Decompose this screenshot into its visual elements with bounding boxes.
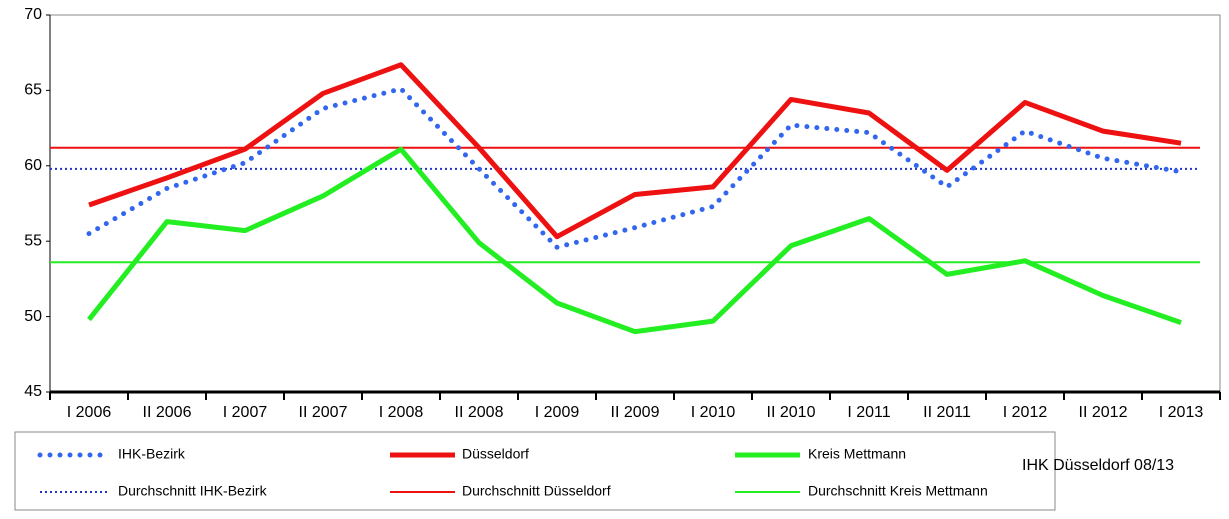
x-tick-label: I 2012 (1003, 404, 1048, 421)
legend-label: IHK-Bezirk (118, 446, 186, 462)
x-tick-label: I 2013 (1159, 404, 1204, 421)
x-tick-label: II 2010 (767, 404, 816, 421)
x-tick-label: II 2009 (611, 404, 660, 421)
series-line (88, 62, 1182, 240)
y-tick-label: 45 (24, 383, 42, 400)
x-tick-label: II 2012 (1079, 404, 1128, 421)
x-tick-label: I 2007 (223, 404, 268, 421)
y-tick-label: 60 (24, 157, 42, 174)
legend-label: Durchschnitt Düsseldorf (462, 483, 611, 499)
x-tick-label: II 2011 (923, 404, 971, 421)
x-tick-label: I 2011 (847, 404, 890, 421)
x-tick-label: I 2010 (691, 404, 736, 421)
series-line (86, 86, 1184, 251)
legend-label: Düsseldorf (462, 446, 529, 462)
y-tick-label: 70 (24, 6, 42, 23)
legend-label: Kreis Mettmann (808, 446, 906, 462)
plot-frame (49, 14, 1221, 393)
y-tick-label: 50 (24, 308, 42, 325)
x-tick-label: II 2007 (299, 404, 348, 421)
x-tick-label: I 2009 (535, 404, 580, 421)
x-tick-label: II 2006 (143, 404, 192, 421)
legend-label: Durchschnitt Kreis Mettmann (808, 483, 988, 499)
x-tick-label: I 2008 (379, 404, 424, 421)
x-tick-label: I 2006 (67, 404, 112, 421)
y-tick-label: 55 (24, 232, 42, 249)
series-line (87, 146, 1182, 335)
source: IHK Düsseldorf 08/13 (1022, 457, 1174, 474)
legend-label: Durchschnitt IHK-Bezirk (118, 483, 268, 499)
x-tick-label: II 2008 (455, 404, 504, 421)
legend-box (14, 431, 1056, 511)
y-tick-label: 65 (24, 82, 42, 99)
